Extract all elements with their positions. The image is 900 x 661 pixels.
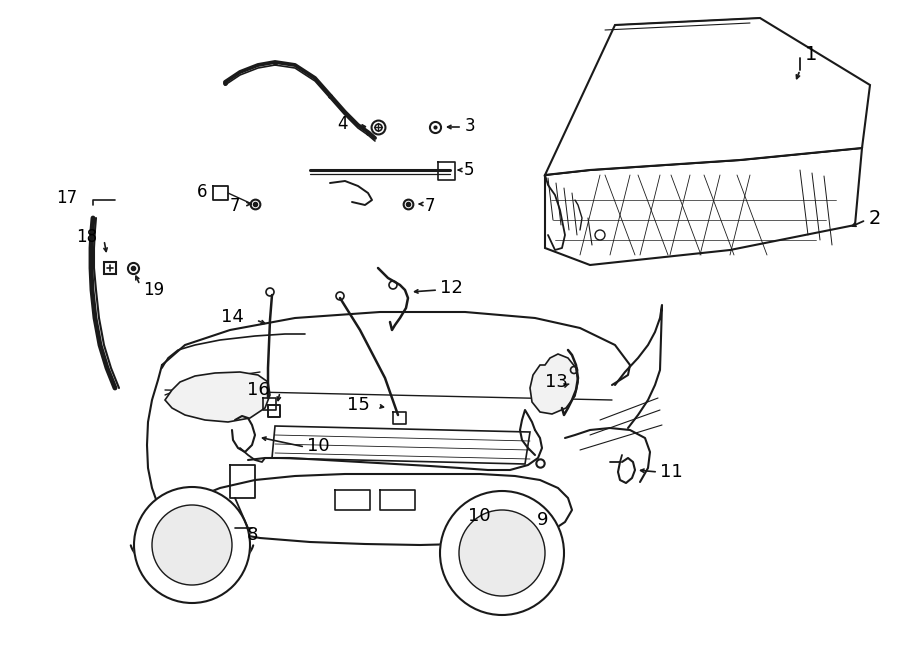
Circle shape: [459, 510, 545, 596]
Text: 1: 1: [805, 46, 817, 65]
Circle shape: [440, 491, 564, 615]
Text: 10: 10: [307, 437, 329, 455]
Text: 18: 18: [76, 228, 97, 246]
Polygon shape: [272, 426, 530, 464]
Text: 17: 17: [56, 189, 77, 207]
Text: 14: 14: [221, 308, 244, 326]
Text: 9: 9: [537, 511, 548, 529]
Polygon shape: [530, 354, 578, 414]
Text: 15: 15: [347, 396, 370, 414]
Polygon shape: [165, 372, 270, 422]
Text: 2: 2: [869, 208, 881, 227]
Text: 12: 12: [440, 279, 463, 297]
Circle shape: [134, 487, 250, 603]
Text: 5: 5: [464, 161, 474, 179]
Text: 6: 6: [196, 183, 207, 201]
Text: 8: 8: [247, 526, 258, 544]
Text: 4: 4: [338, 115, 348, 133]
Polygon shape: [545, 18, 870, 175]
Circle shape: [152, 505, 232, 585]
Text: 13: 13: [545, 373, 568, 391]
Text: 7: 7: [230, 197, 240, 215]
Polygon shape: [545, 148, 862, 265]
Text: 19: 19: [143, 281, 164, 299]
Text: 16: 16: [248, 381, 270, 399]
Text: 3: 3: [465, 117, 475, 135]
Text: 11: 11: [660, 463, 683, 481]
Text: 10: 10: [468, 507, 490, 525]
Text: 7: 7: [425, 197, 436, 215]
